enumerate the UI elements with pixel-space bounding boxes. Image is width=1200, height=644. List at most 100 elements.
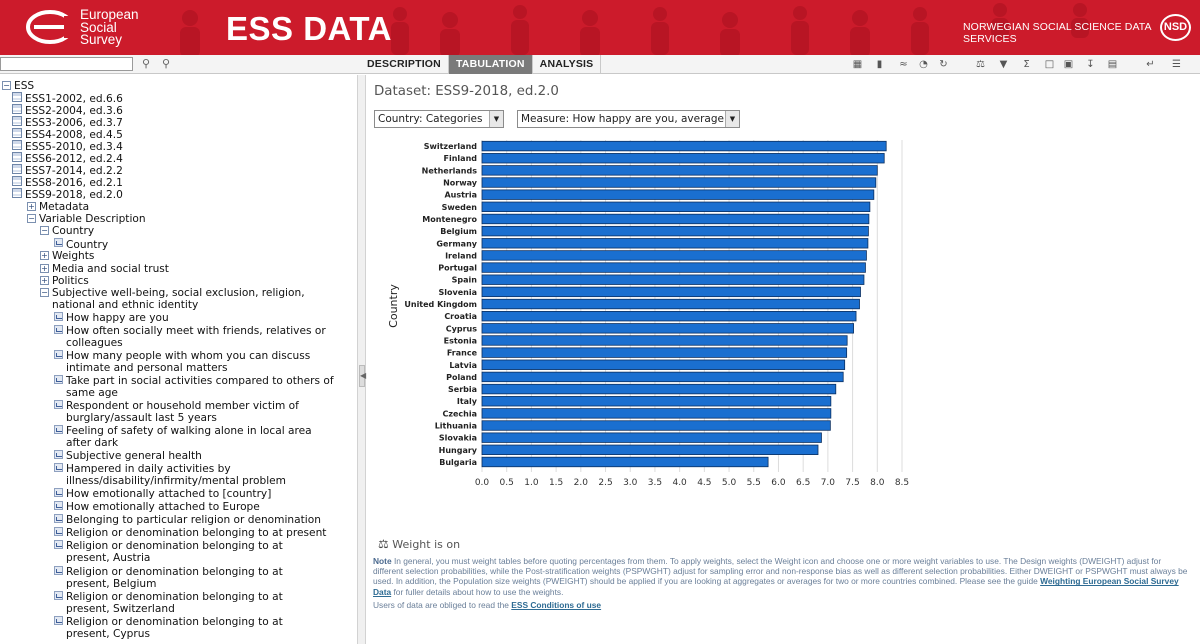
tree-variable[interactable]: How often socially meet with friends, re… — [54, 325, 351, 350]
table-view-icon[interactable]: ▦ — [852, 59, 863, 70]
tree-node-politics[interactable]: + Politics — [40, 275, 89, 287]
tree-variable[interactable]: How emotionally attached to Europe — [54, 501, 356, 514]
tree-node-ess[interactable]: − ESS — [2, 80, 34, 92]
pie-chart-icon[interactable]: ◔ — [919, 59, 928, 70]
bar-hungary[interactable] — [481, 444, 819, 455]
bar-italy[interactable] — [481, 396, 832, 407]
line-chart-icon[interactable]: ≈ — [899, 59, 908, 70]
refresh-icon[interactable]: ↻ — [939, 59, 948, 70]
tree-variable[interactable]: Religion or denomination belonging to at… — [54, 591, 326, 616]
tree-variable[interactable]: Religion or denomination belonging to at… — [54, 540, 326, 565]
search-icon[interactable]: ⚲ — [141, 57, 151, 70]
tree-node-dataset[interactable]: ESS5-2010, ed.3.4 — [12, 140, 123, 153]
search-input[interactable] — [0, 57, 133, 71]
tab-analysis[interactable]: ANALYSIS — [533, 55, 602, 74]
bar-netherlands[interactable] — [481, 165, 878, 176]
tab-description[interactable]: DESCRIPTION — [360, 55, 449, 74]
bar-switzerland[interactable] — [481, 140, 887, 152]
ess-logo-text[interactable]: European Social Survey — [80, 8, 139, 47]
bar-austria[interactable] — [481, 189, 875, 200]
tree-variable-country[interactable]: Country — [54, 238, 108, 251]
bar-chart-icon[interactable]: ▮ — [876, 59, 883, 70]
collapse-icon[interactable]: − — [40, 226, 49, 235]
search-advanced-icon[interactable]: ⚲ — [161, 57, 171, 70]
bar-slovenia[interactable] — [481, 286, 861, 298]
bar-serbia[interactable] — [481, 383, 837, 395]
tree-node-dataset[interactable]: ESS3-2006, ed.3.7 — [12, 116, 123, 129]
tree-variable[interactable]: Religion or denomination belonging to at… — [54, 566, 326, 591]
download-icon[interactable]: ↧ — [1086, 59, 1095, 70]
bar-sweden[interactable] — [481, 201, 871, 213]
bar-norway[interactable] — [481, 177, 877, 188]
tree-node-dataset[interactable]: ESS9-2018, ed.2.0 — [12, 188, 123, 201]
bar-latvia[interactable] — [481, 359, 846, 370]
panel-splitter[interactable]: ◀ — [357, 75, 366, 644]
tree-node-weights[interactable]: + Weights — [40, 250, 94, 262]
bar-poland[interactable] — [481, 371, 844, 383]
tree-node-dataset[interactable]: ESS6-2012, ed.2.4 — [12, 152, 123, 165]
chevron-down-icon[interactable]: ▼ — [725, 111, 739, 127]
tree-variable[interactable]: Respondent or household member victim of… — [54, 400, 321, 425]
collapse-icon[interactable]: − — [40, 288, 49, 297]
print-icon[interactable]: ▤ — [1107, 59, 1118, 70]
tree-variable[interactable]: Religion or denomination belonging to at… — [54, 616, 326, 641]
tree-variable[interactable]: Subjective general health — [54, 450, 356, 463]
help-icon[interactable]: ↵ — [1146, 59, 1155, 70]
bar-portugal[interactable] — [481, 262, 866, 273]
save-icon[interactable]: ▣ — [1063, 59, 1074, 70]
bar-finland[interactable] — [481, 153, 885, 164]
tree-node-variable-description[interactable]: − Variable Description — [27, 213, 146, 225]
bar-montenegro[interactable] — [481, 213, 870, 225]
bar-ireland[interactable] — [481, 250, 867, 261]
tab-tabulation[interactable]: TABULATION — [448, 55, 533, 74]
percent-icon[interactable]: □ — [1044, 59, 1055, 70]
measure-select[interactable]: Measure: How happy are you, average ▼ — [517, 110, 740, 128]
bar-belgium[interactable] — [481, 225, 869, 237]
tree-node-dataset[interactable]: ESS2-2004, ed.3.6 — [12, 104, 123, 117]
tree-node-dataset[interactable]: ESS1-2002, ed.6.6 — [12, 92, 123, 105]
ess-logo-icon[interactable] — [26, 8, 78, 46]
bar-cyprus[interactable] — [481, 323, 854, 334]
expand-icon[interactable]: + — [40, 251, 49, 260]
tree-variable[interactable]: How many people with whom you can discus… — [54, 350, 356, 375]
tree-node-country-group[interactable]: − Country — [40, 225, 94, 237]
nsd-logo[interactable]: NSD — [1160, 14, 1191, 41]
expand-icon[interactable]: + — [40, 264, 49, 273]
tree-variable[interactable]: Religion or denomination belonging to at… — [54, 527, 357, 540]
bar-spain[interactable] — [481, 274, 865, 285]
filter-icon[interactable]: ▼ — [999, 59, 1008, 70]
tree-variable[interactable]: Hampered in daily activities by illness/… — [54, 463, 311, 488]
sum-icon[interactable]: Σ — [1023, 59, 1030, 70]
bar-germany[interactable] — [481, 238, 869, 249]
bar-france[interactable] — [481, 347, 848, 358]
collapse-icon[interactable]: − — [2, 81, 11, 90]
tree-variable[interactable]: Belonging to particular religion or deno… — [54, 514, 357, 527]
tree-node-dataset[interactable]: ESS7-2014, ed.2.2 — [12, 164, 123, 177]
conditions-link[interactable]: ESS Conditions of use — [511, 600, 602, 610]
tree-node-dataset[interactable]: ESS8-2016, ed.2.1 — [12, 176, 123, 189]
weight-icon[interactable]: ⚖ — [378, 537, 389, 551]
collapse-handle-icon[interactable]: ◀ — [359, 365, 366, 387]
bar-united-kingdom[interactable] — [481, 298, 860, 310]
bar-slovakia[interactable] — [481, 432, 822, 443]
tree-variable[interactable]: How emotionally attached to [country] — [54, 488, 356, 501]
bar-croatia[interactable] — [481, 310, 857, 322]
tree-variable[interactable]: Take part in social activities compared … — [54, 375, 356, 400]
weighting-guide-link[interactable]: Weighting European Social Survey Data — [373, 576, 1179, 597]
row-variable-select[interactable]: Country: Categories ▼ — [374, 110, 504, 128]
tree-variable[interactable]: Feeling of safety of walking alone in lo… — [54, 425, 336, 450]
settings-icon[interactable]: ☰ — [1172, 59, 1181, 70]
tree-node-dataset[interactable]: ESS4-2008, ed.4.5 — [12, 128, 123, 141]
tree-variable[interactable]: How happy are you — [54, 312, 356, 325]
collapse-icon[interactable]: − — [27, 214, 36, 223]
weight-icon[interactable]: ⚖ — [976, 59, 985, 70]
bar-estonia[interactable] — [481, 335, 848, 346]
tree-node-wellbeing[interactable]: − Subjective well-being, social exclusion… — [40, 287, 355, 312]
tree-node-media[interactable]: + Media and social trust — [40, 263, 169, 275]
bar-lithuania[interactable] — [481, 420, 831, 431]
bar-czechia[interactable] — [481, 408, 832, 419]
tree-node-metadata[interactable]: + Metadata — [27, 201, 89, 213]
expand-icon[interactable]: + — [27, 202, 36, 211]
bar-bulgaria[interactable] — [481, 456, 769, 468]
chevron-down-icon[interactable]: ▼ — [489, 111, 503, 127]
